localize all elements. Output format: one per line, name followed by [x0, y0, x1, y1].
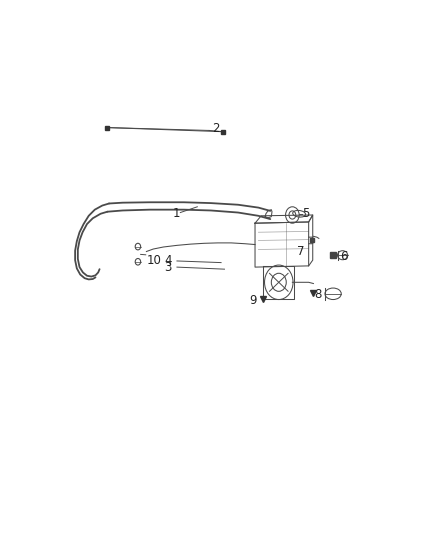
Text: 5: 5: [303, 207, 310, 220]
Text: 6: 6: [340, 251, 347, 263]
Text: 3: 3: [165, 261, 172, 273]
Text: 8: 8: [314, 288, 321, 301]
Text: 10: 10: [146, 254, 161, 266]
Text: 9: 9: [250, 294, 257, 307]
Text: 1: 1: [173, 207, 180, 220]
Text: 2: 2: [212, 122, 219, 135]
Text: 4: 4: [164, 254, 172, 268]
Text: 7: 7: [297, 245, 304, 259]
